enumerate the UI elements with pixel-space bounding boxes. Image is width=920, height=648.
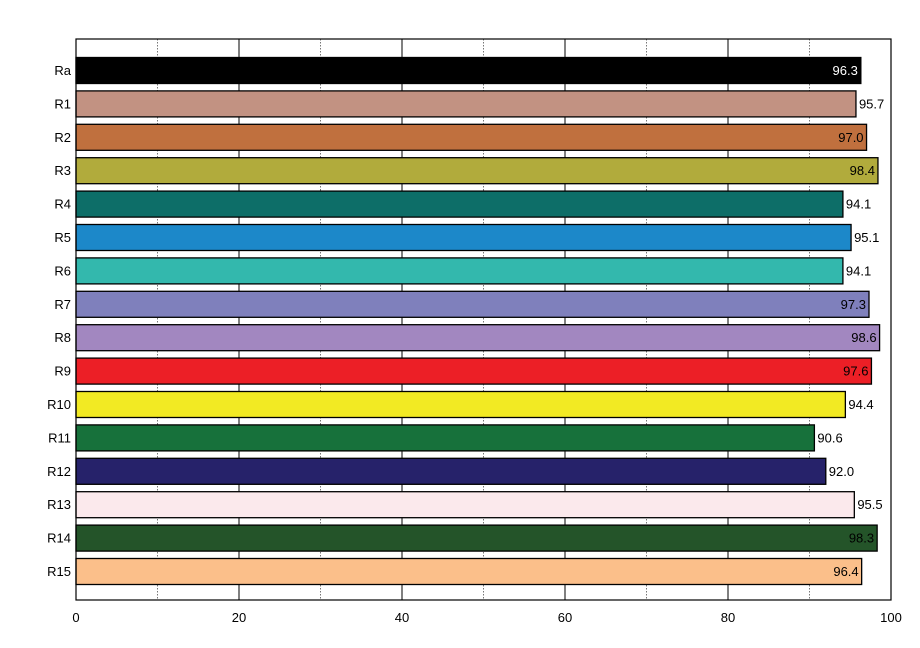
value-label: 98.3: [849, 531, 874, 546]
value-label: 94.1: [846, 197, 871, 212]
x-tick-label: 0: [72, 610, 79, 625]
category-label: R13: [47, 497, 71, 512]
bar-r12: [75, 457, 827, 485]
bar-r14: [75, 524, 878, 552]
category-label: R2: [54, 130, 71, 145]
category-label: R4: [54, 197, 71, 212]
bar-r4: [75, 190, 844, 218]
bar-r13: [75, 491, 855, 519]
bar-r7: [75, 290, 870, 318]
bar-r2: [75, 123, 868, 151]
bar-r5: [75, 223, 852, 252]
value-label: 97.3: [841, 297, 866, 312]
category-label: R9: [54, 364, 71, 379]
x-tick-label: 60: [558, 610, 572, 625]
value-label: 97.6: [843, 364, 868, 379]
category-label: R7: [54, 297, 71, 312]
category-label: R8: [54, 330, 71, 345]
bar-r1: [75, 90, 857, 118]
bar-r11: [75, 424, 816, 452]
category-label: R14: [47, 531, 71, 546]
value-label: 95.1: [854, 230, 879, 245]
category-label: R5: [54, 230, 71, 245]
bar-r8: [75, 324, 881, 352]
category-label: R6: [54, 263, 71, 278]
x-tick-label: 100: [880, 610, 902, 625]
value-label: 96.3: [833, 63, 858, 78]
x-tick-label: 40: [395, 610, 409, 625]
value-label: 98.6: [851, 330, 876, 345]
category-label: R11: [48, 430, 71, 445]
bar-r3: [75, 157, 879, 185]
bar-r15: [75, 557, 863, 586]
value-label: 94.1: [846, 263, 871, 278]
category-label: R1: [54, 96, 71, 111]
category-label: R3: [54, 163, 71, 178]
category-label: R10: [47, 397, 71, 412]
value-label: 97.0: [838, 130, 863, 145]
value-label: 92.0: [829, 464, 854, 479]
value-label: 95.7: [859, 96, 884, 111]
x-tick-label: 80: [721, 610, 735, 625]
bar-r6: [75, 257, 844, 285]
labels-layer: Ra 96.3 R1 95.7 R2 97.0 R3 98.4 R4 94.1 R5 95.1 R6 94…: [47, 63, 902, 625]
bars-layer: [75, 56, 881, 586]
value-label: 95.5: [857, 497, 882, 512]
category-label: Ra: [54, 63, 71, 78]
bar-r10: [75, 390, 847, 419]
value-label: 94.4: [848, 397, 873, 412]
value-label: 96.4: [833, 564, 858, 579]
x-tick-label: 20: [232, 610, 246, 625]
value-label: 90.6: [817, 430, 842, 445]
category-label: R12: [47, 464, 71, 479]
category-label: R15: [47, 564, 71, 579]
value-label: 98.4: [850, 163, 875, 178]
bar-r9: [75, 357, 873, 385]
bar-ra: [75, 56, 862, 85]
plot-frame: [75, 38, 892, 601]
